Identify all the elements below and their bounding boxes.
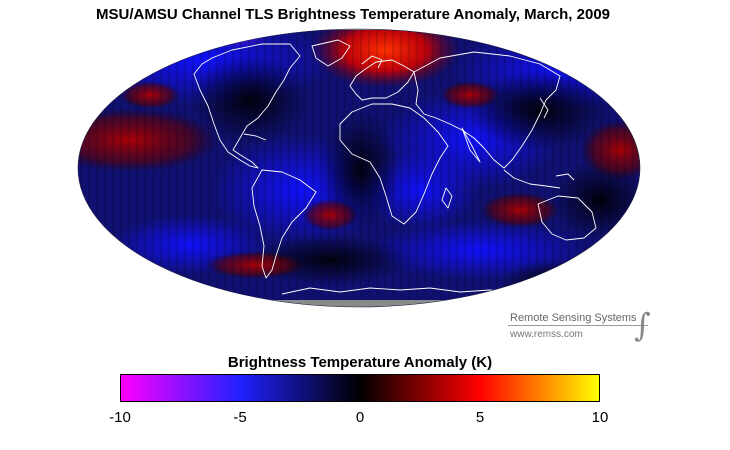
colorbar-tick-label: -10 <box>109 409 131 426</box>
colorbar <box>120 374 600 402</box>
colorbar-tick-label: 5 <box>475 409 485 426</box>
colorbar-title: Brightness Temperature Anomaly (K) <box>227 354 493 371</box>
map-title: MSU/AMSU Channel TLS Brightness Temperat… <box>96 6 610 23</box>
credit-organization: Remote Sensing Systems <box>510 312 637 324</box>
anomaly-field <box>78 29 640 307</box>
colorbar-tick-label: -5 <box>233 409 247 426</box>
credit-url: www.remss.com <box>510 329 583 340</box>
coastlines <box>193 39 617 295</box>
integral-logo-icon: ∫ <box>634 306 651 344</box>
colorbar-tick-label: 10 <box>591 409 609 426</box>
credit-block: Remote Sensing Systems www.remss.com ∫ <box>508 306 658 350</box>
credit-divider <box>508 325 648 326</box>
colorbar-tick-label: 0 <box>355 409 365 426</box>
